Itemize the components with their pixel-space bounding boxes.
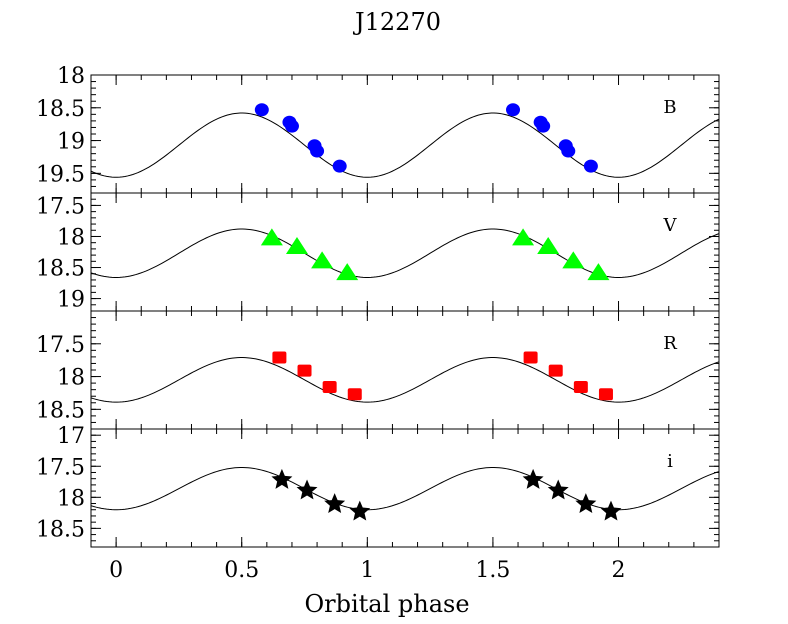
- data-point-V-0: [260, 228, 283, 246]
- y-tick-label-V-2: 18.5: [36, 257, 85, 282]
- data-point-V-2: [311, 251, 334, 269]
- data-point-V-4: [512, 228, 535, 246]
- data-point-R-3: [347, 388, 362, 401]
- y-tick-label-B-0: 18: [57, 64, 85, 89]
- data-point-B-10: [561, 144, 576, 158]
- band-label-V: V: [663, 215, 678, 236]
- y-tick-label-i-3: 18.5: [36, 517, 85, 542]
- band-label-B: B: [663, 97, 676, 118]
- y-tick-label-R-0: 17.5: [36, 333, 85, 358]
- x-tick-label-2: 1: [360, 558, 374, 583]
- model-curve-i: [90, 467, 720, 511]
- data-point-i-3: [349, 500, 371, 521]
- data-point-V-5: [537, 237, 560, 255]
- band-label-R: R: [663, 333, 677, 354]
- x-tick-label-1: 0.5: [224, 558, 259, 583]
- x-tick-label-4: 2: [612, 558, 626, 583]
- data-point-B-2: [284, 119, 299, 133]
- band-label-i: i: [667, 451, 673, 472]
- data-point-i-0: [271, 468, 293, 489]
- data-point-B-5: [332, 159, 347, 173]
- data-point-R-1: [297, 364, 312, 377]
- data-point-i-6: [575, 493, 597, 514]
- data-point-R-5: [548, 364, 563, 377]
- data-point-R-0: [272, 351, 287, 364]
- data-point-V-3: [336, 263, 359, 281]
- data-point-i-5: [547, 479, 569, 500]
- y-tick-label-R-1: 18: [57, 366, 85, 391]
- panel-V: 17.5 18 18.5 19 V: [36, 192, 720, 313]
- y-tick-label-i-1: 17.5: [36, 455, 85, 480]
- data-point-B-0: [254, 103, 269, 117]
- data-point-V-6: [562, 251, 585, 269]
- y-tick-label-B-2: 19: [57, 130, 85, 155]
- data-point-R-4: [523, 351, 538, 364]
- y-tick-label-V-1: 18: [57, 225, 85, 250]
- panel-frame-V: [90, 192, 720, 312]
- panel-R: 17.5 18 18.5 R: [36, 310, 720, 430]
- chart-title: J12270: [352, 8, 441, 36]
- x-tick-label-3: 1.5: [475, 558, 510, 583]
- panel-frame-R: [90, 310, 720, 430]
- data-point-B-6: [506, 103, 521, 117]
- y-tick-label-i-2: 18: [57, 486, 85, 511]
- panel-frame-B: [90, 74, 720, 194]
- y-tick-label-B-1: 18.5: [36, 97, 85, 122]
- data-point-R-7: [598, 388, 613, 401]
- data-point-B-11: [583, 159, 598, 173]
- data-point-i-2: [324, 493, 346, 514]
- data-point-B-8: [536, 119, 551, 133]
- panel-frame-i: [90, 428, 720, 548]
- y-tick-label-V-0: 17.5: [36, 194, 85, 219]
- data-point-B-4: [310, 144, 325, 158]
- data-point-i-4: [522, 468, 544, 489]
- model-curve-B: [90, 112, 720, 178]
- y-tick-label-V-3: 19: [57, 288, 85, 313]
- panel-i: 17 17.5 18 18.5 i: [36, 424, 720, 548]
- data-point-V-7: [587, 263, 610, 281]
- model-curve-V: [90, 228, 720, 278]
- data-point-i-7: [600, 500, 622, 521]
- y-tick-label-R-2: 18.5: [36, 398, 85, 423]
- y-tick-label-B-3: 19.5: [36, 162, 85, 187]
- data-point-R-2: [322, 381, 337, 394]
- x-axis-label: Orbital phase: [304, 590, 469, 618]
- y-tick-label-i-0: 17: [57, 424, 85, 449]
- model-curve-R: [90, 357, 720, 403]
- data-point-i-1: [296, 479, 318, 500]
- x-tick-label-0: 0: [109, 558, 123, 583]
- data-point-R-6: [573, 381, 588, 394]
- panel-B: 18 18.5 19 19.5 B: [36, 64, 720, 194]
- panels: 1818.51919.5B17.51818.519V17.51818.5R171…: [36, 64, 720, 583]
- data-point-V-1: [285, 237, 308, 255]
